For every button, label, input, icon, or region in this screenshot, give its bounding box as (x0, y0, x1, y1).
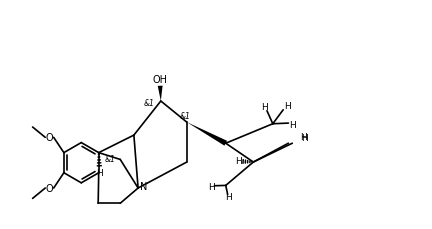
Text: H: H (289, 120, 295, 129)
Text: H: H (301, 133, 308, 142)
Text: H: H (235, 156, 242, 165)
Text: H: H (261, 103, 268, 112)
Text: &1: &1 (180, 112, 191, 121)
Text: H: H (208, 182, 215, 191)
Polygon shape (187, 123, 227, 146)
Text: O: O (46, 183, 53, 193)
Polygon shape (158, 86, 162, 102)
Text: H: H (96, 168, 103, 177)
Text: O: O (46, 133, 53, 143)
Text: H: H (284, 102, 291, 111)
Text: H: H (226, 192, 232, 201)
Text: &1: &1 (105, 154, 115, 163)
Text: H: H (300, 133, 307, 142)
Text: &1: &1 (144, 99, 155, 108)
Text: OH: OH (152, 75, 168, 85)
Text: N: N (140, 182, 148, 191)
